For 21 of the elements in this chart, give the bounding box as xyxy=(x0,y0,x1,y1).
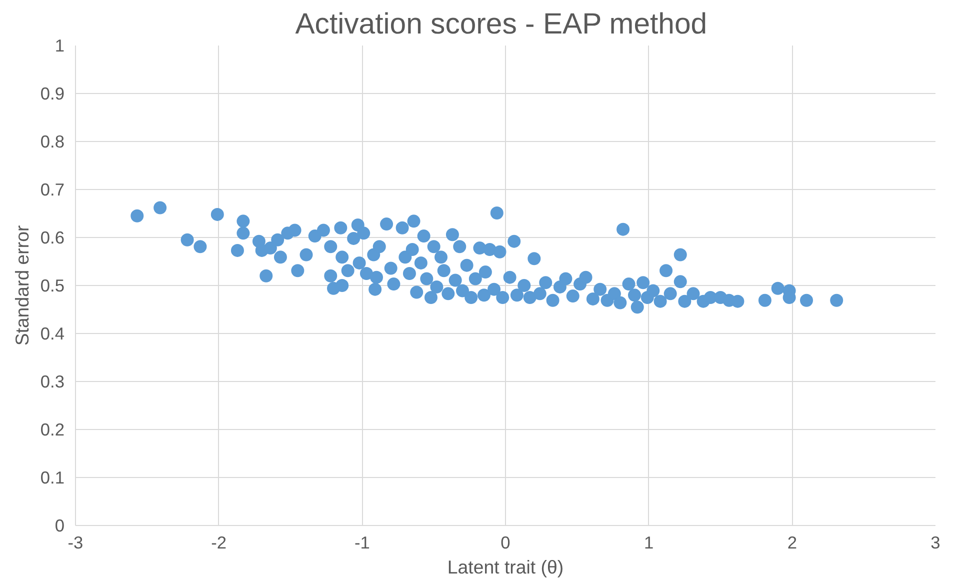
chart-title: Activation scores - EAP method xyxy=(295,8,708,40)
y-tick-label: 0.5 xyxy=(40,276,65,296)
x-axis-title: Latent trait (θ) xyxy=(447,556,564,578)
y-tick-label: 0.9 xyxy=(40,84,65,104)
x-tick-label: 1 xyxy=(644,532,654,552)
x-tick-label: 2 xyxy=(787,532,797,552)
x-tick-label: -1 xyxy=(354,532,370,552)
x-tick-label: -3 xyxy=(68,532,84,552)
y-tick-label: 0.7 xyxy=(40,180,65,200)
x-tick-label: -2 xyxy=(211,532,227,552)
y-tick-label: 0.8 xyxy=(40,132,65,152)
y-tick-label: 0.6 xyxy=(40,228,65,248)
y-tick-label: 0.4 xyxy=(40,324,65,344)
x-tick-label: 0 xyxy=(500,532,510,552)
y-tick-label: 0.2 xyxy=(40,420,65,440)
y-tick-label: 0 xyxy=(54,516,65,536)
y-tick-label: 0.3 xyxy=(40,372,65,392)
y-tick-label: 0.1 xyxy=(40,468,65,488)
y-tick-label: 1 xyxy=(54,36,65,56)
y-axis-title: Standard error xyxy=(11,225,32,346)
x-tick-label: 3 xyxy=(930,532,940,552)
